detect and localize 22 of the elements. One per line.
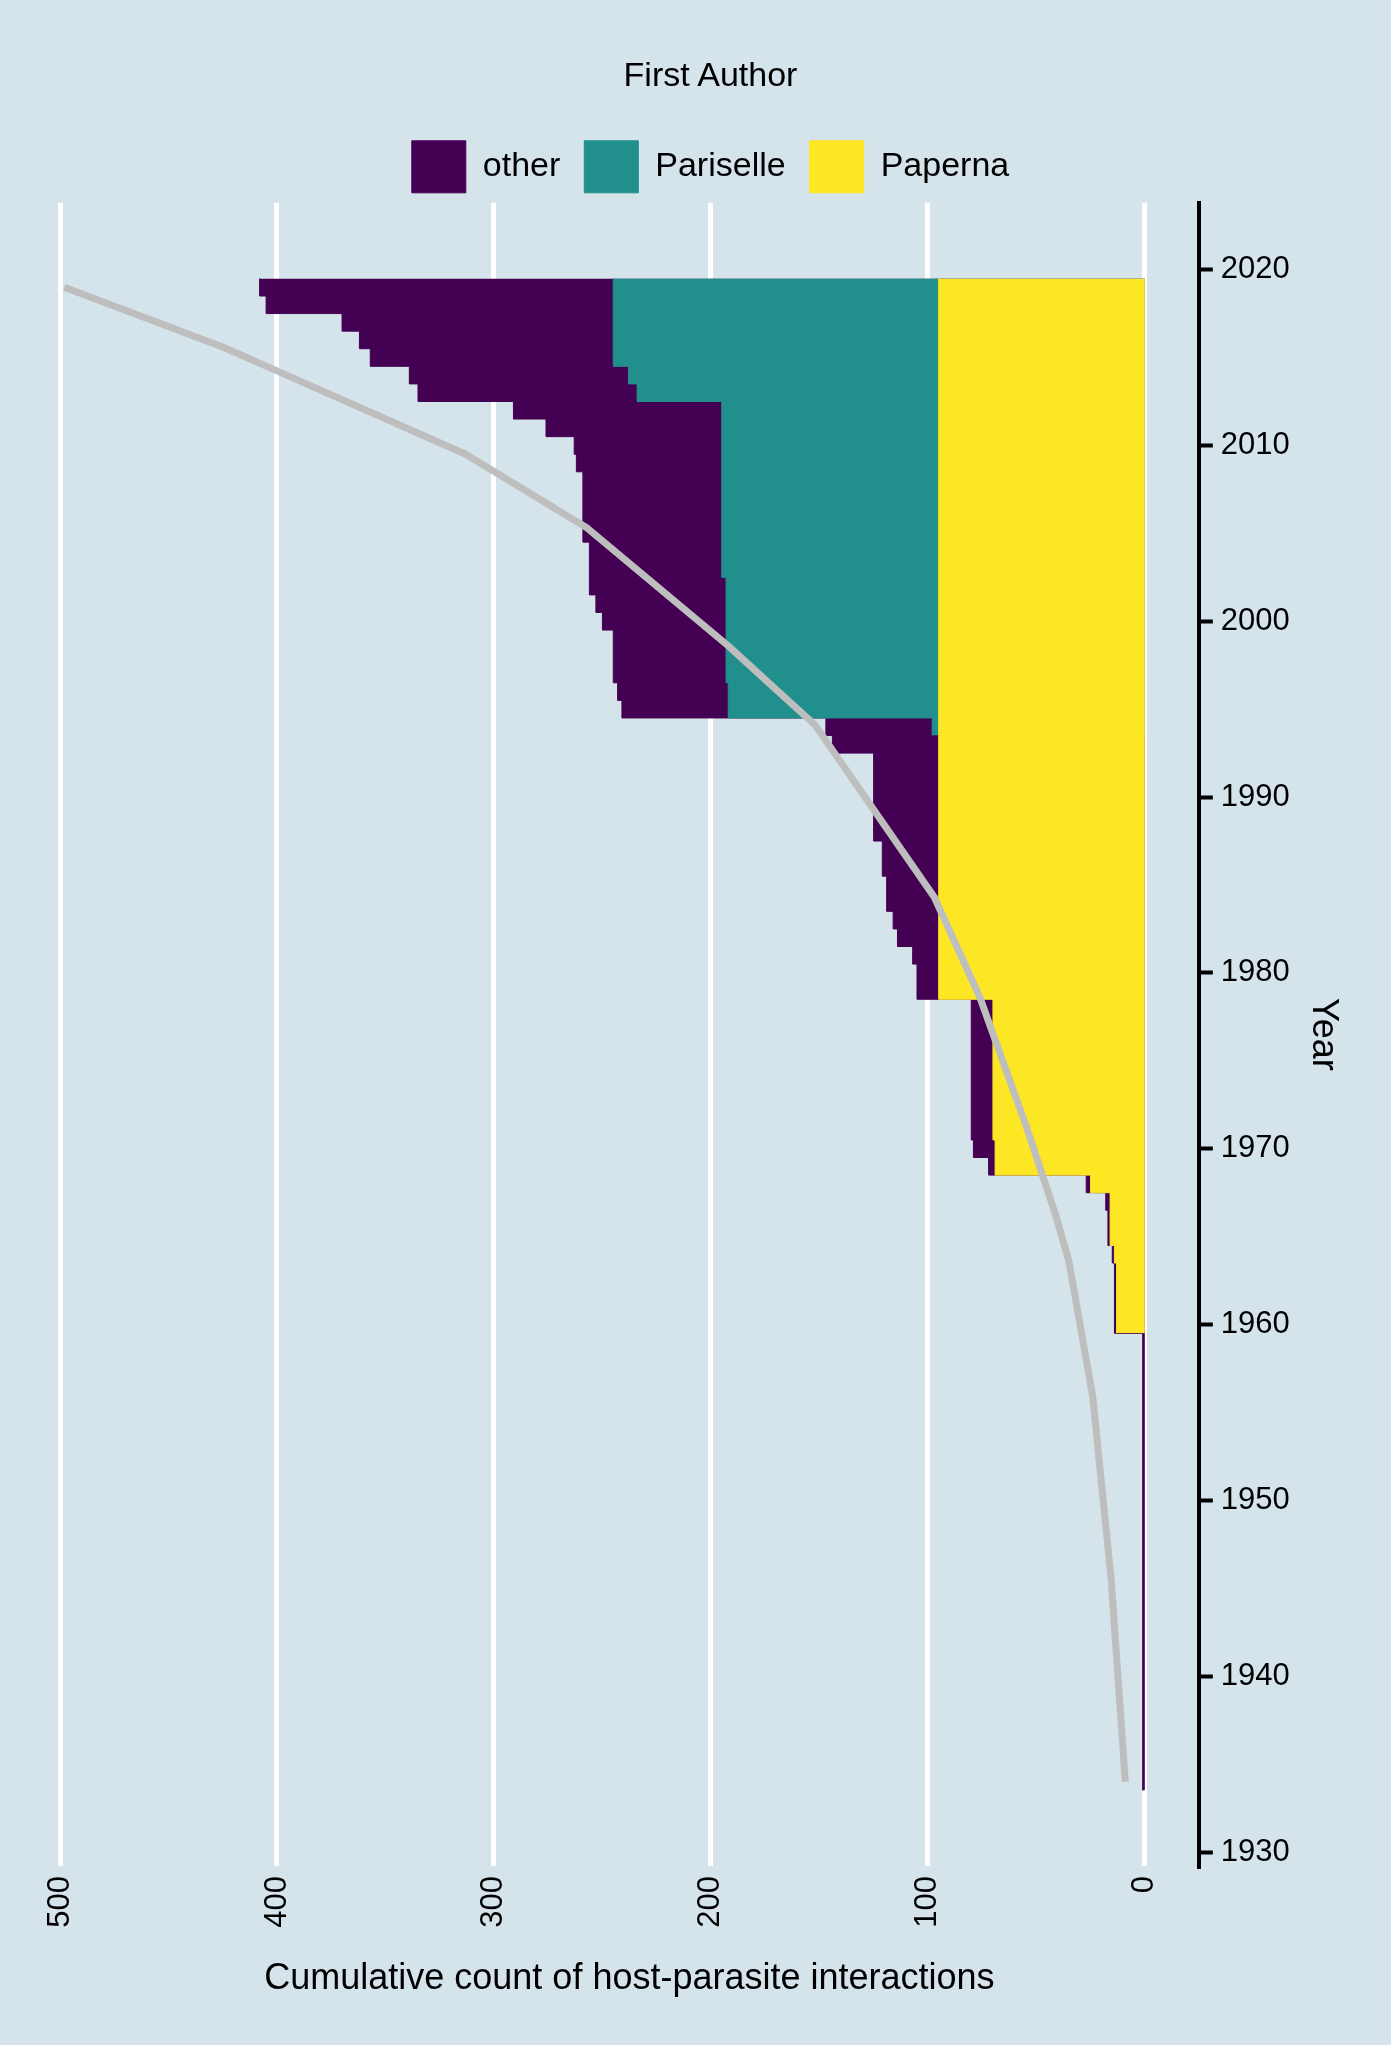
legend-label: Paperna	[880, 145, 1010, 184]
legend-label: other	[482, 145, 561, 184]
y-tick-label: 1990	[1220, 777, 1290, 813]
x-tick-label: 300	[474, 1876, 510, 1928]
y-tick-label: 2010	[1220, 425, 1290, 461]
x-tick-label: 0	[1125, 1876, 1161, 1894]
y-tick-label: 1950	[1220, 1480, 1290, 1516]
x-tick-label: 100	[908, 1876, 944, 1928]
legend-label: Pariselle	[655, 145, 786, 184]
y-tick-label: 1940	[1220, 1656, 1290, 1692]
x-axis-title: Cumulative count of host-parasite interactions	[264, 1956, 995, 1998]
legend-title: First Author	[623, 55, 798, 94]
y-tick-label: 1980	[1220, 953, 1290, 989]
y-tick-label: 1930	[1220, 1832, 1290, 1868]
y-axis-title: Year	[1305, 998, 1347, 1071]
y-tick-label: 2020	[1220, 250, 1290, 286]
y-tick-label: 1960	[1220, 1305, 1290, 1341]
y-tick-label: 2000	[1220, 601, 1290, 637]
x-tick-label: 500	[40, 1876, 76, 1928]
x-tick-label: 400	[257, 1876, 293, 1928]
x-tick-label: 200	[691, 1876, 727, 1928]
y-tick-label: 1970	[1220, 1129, 1290, 1165]
